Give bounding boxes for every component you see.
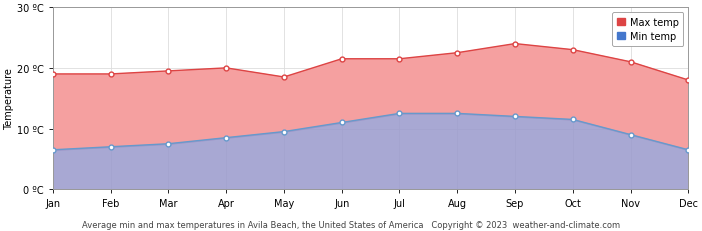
Legend: Max temp, Min temp: Max temp, Min temp bbox=[612, 13, 684, 46]
Y-axis label: Temperature: Temperature bbox=[4, 68, 14, 130]
Text: Average min and max temperatures in Avila Beach, the United States of America   : Average min and max temperatures in Avil… bbox=[82, 220, 620, 229]
